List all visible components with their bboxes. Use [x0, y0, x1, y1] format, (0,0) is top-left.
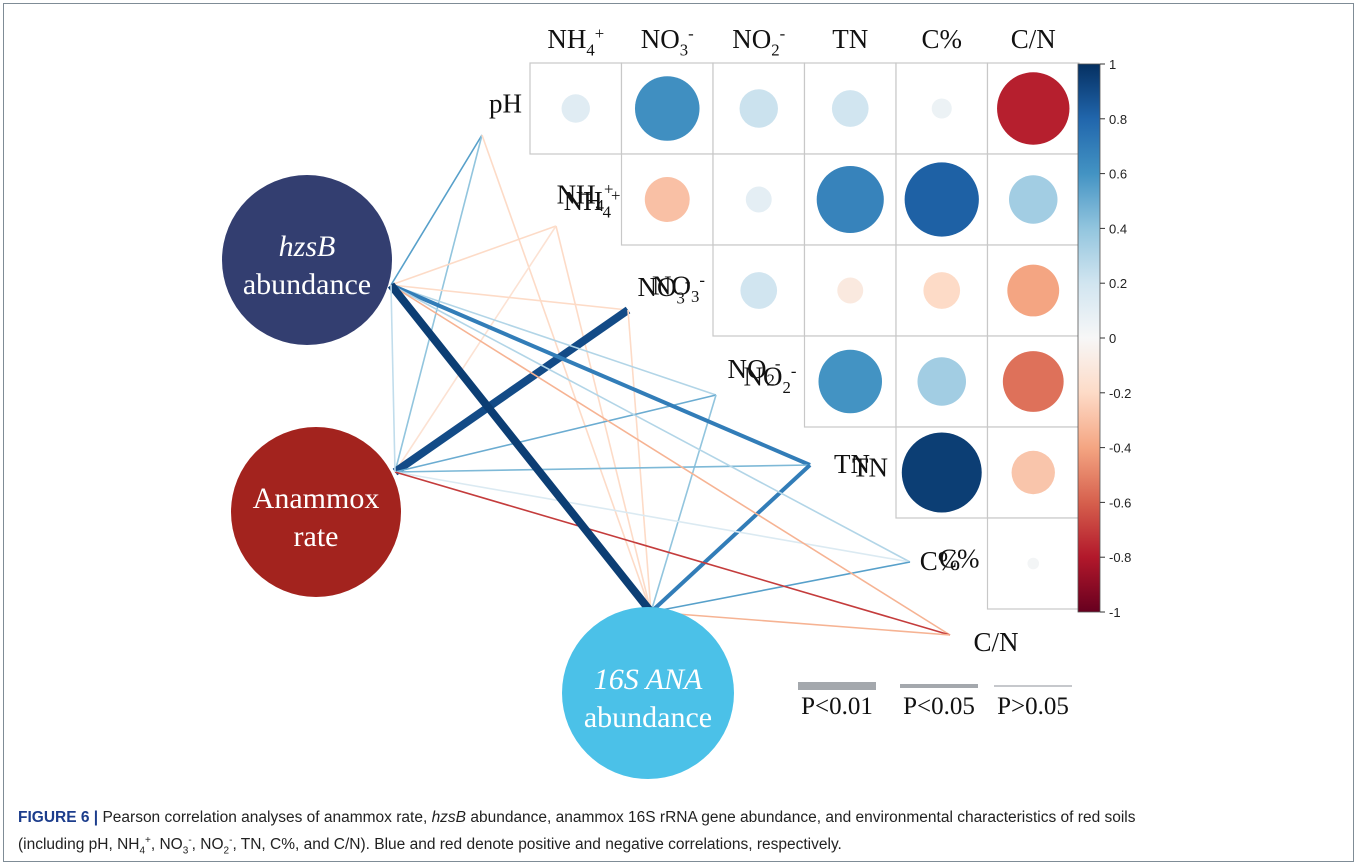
correlation-circle [1002, 351, 1064, 412]
correlation-circle [997, 72, 1070, 145]
legend-label: P<0.01 [801, 693, 873, 720]
column-header: NO3- [641, 24, 694, 60]
column-header: C/N [1011, 24, 1056, 54]
network-edge [394, 471, 911, 563]
colorbar-tick-label: 0.2 [1109, 276, 1127, 291]
correlation-circle [739, 89, 778, 128]
correlation-figure: 1 0.8 0.6 0.4 0.2 0 -0.2 -0.4 -0.6 -0.8 -1 hzsB abu… [222, 24, 1131, 779]
colorbar-tick-label: 0.6 [1109, 167, 1127, 182]
network-edge [390, 284, 396, 473]
colorbar-tick-label: 1 [1109, 57, 1116, 72]
correlation-circle [931, 98, 952, 119]
correlation-circle [1027, 557, 1040, 570]
network-edge [390, 284, 951, 636]
network-edge [394, 394, 717, 473]
variable-nodes: hzsB abundance Anammox rate 16S ANA abundance [222, 175, 734, 779]
correlation-circle [644, 177, 690, 222]
node-label-line2: abundance [584, 701, 712, 734]
column-header: NO2- [732, 24, 785, 60]
network-edge [390, 134, 483, 286]
correlation-circle [837, 277, 864, 304]
network-edge [649, 463, 812, 614]
node-label-line2: rate [294, 520, 339, 553]
network-edge [394, 225, 557, 473]
network-env-label: NO2- [728, 354, 781, 390]
node-label-line1: Anammox [253, 482, 380, 515]
colorbar-tick-label: -1 [1109, 605, 1121, 620]
row-label: pH [489, 89, 522, 119]
row-label: NO3- [652, 270, 705, 306]
mantel-edges [387, 134, 951, 636]
colorbar-tick-label: -0.2 [1109, 386, 1131, 401]
matrix-labels: NH4+ NO3- NO2- TN C% C/N pH NH4+ NO3- NO2- TN C% NH4… [489, 24, 1056, 657]
colorbar-tick-label: 0.8 [1109, 112, 1127, 127]
correlation-circle [1011, 450, 1055, 495]
network-edge [555, 225, 652, 613]
network-edge [390, 284, 717, 396]
correlation-circle [901, 432, 982, 513]
correlation-circle [904, 162, 979, 237]
colorbar-gradient [1077, 63, 1101, 613]
column-header: NH4+ [547, 24, 604, 60]
network-env-label: TN [834, 449, 870, 479]
network-edge [650, 611, 951, 636]
colorbar-tick-label: -0.4 [1109, 441, 1131, 456]
node-circle-anammox [231, 427, 401, 597]
colorbar-tick-label: 0 [1109, 331, 1116, 346]
correlation-circle [745, 186, 772, 213]
row-label: NH4+ [557, 179, 614, 215]
node-label-line2: abundance [243, 268, 371, 301]
colorbar-tick-label: -0.8 [1109, 550, 1131, 565]
network-edge [394, 464, 811, 473]
node-circle-ana16s [562, 607, 734, 779]
network-edge [387, 282, 655, 615]
legend-label: P>0.05 [997, 693, 1069, 720]
correlation-circle [917, 357, 967, 406]
significance-legend: P<0.01 P<0.05 P>0.05 [798, 682, 1072, 720]
matrix-cell [986, 426, 1080, 519]
network-env-label: NO3- [638, 272, 691, 308]
network-edge [390, 284, 911, 563]
network-edge [394, 471, 951, 636]
network-edge [481, 134, 652, 613]
network-env-label: C/N [973, 627, 1018, 657]
network-edge [390, 283, 811, 467]
figure-label: FIGURE 6 | [18, 809, 99, 826]
node-label-line1: 16S ANA [594, 663, 703, 696]
correlation-circle [634, 76, 700, 141]
node-circle-hzsb [222, 175, 392, 345]
node-label-line1: hzsB [279, 230, 336, 263]
correlation-circle [923, 272, 961, 309]
legend-label: P<0.05 [903, 693, 975, 720]
network-edge [390, 284, 629, 311]
column-header: C% [922, 24, 963, 54]
network-edge [390, 225, 557, 286]
figure-caption: FIGURE 6 | Pearson correlation analyses … [18, 809, 1136, 857]
correlation-circle [740, 272, 778, 309]
colorbar: 1 0.8 0.6 0.4 0.2 0 -0.2 -0.4 -0.6 -0.8 -1 [1077, 57, 1131, 620]
colorbar-tick-label: 0.4 [1109, 221, 1127, 236]
column-header: TN [832, 24, 868, 54]
network-edge [650, 394, 717, 613]
row-label: C% [939, 544, 980, 574]
correlation-circle [831, 90, 869, 127]
correlation-matrix [529, 62, 1080, 610]
correlation-circle [1008, 175, 1058, 224]
row-label: TN [852, 453, 888, 483]
network-env-label: C% [920, 546, 961, 576]
network-env-label: NH4+ [564, 186, 621, 222]
network-edge [392, 306, 631, 476]
correlation-circle [561, 94, 590, 123]
network-edge [627, 309, 652, 613]
correlation-circle [816, 165, 884, 234]
colorbar-tick-label: -0.6 [1109, 495, 1131, 510]
row-label: NO2- [744, 361, 797, 397]
correlation-circle [1007, 264, 1060, 317]
network-edge [650, 561, 911, 613]
correlation-circle [818, 349, 883, 414]
